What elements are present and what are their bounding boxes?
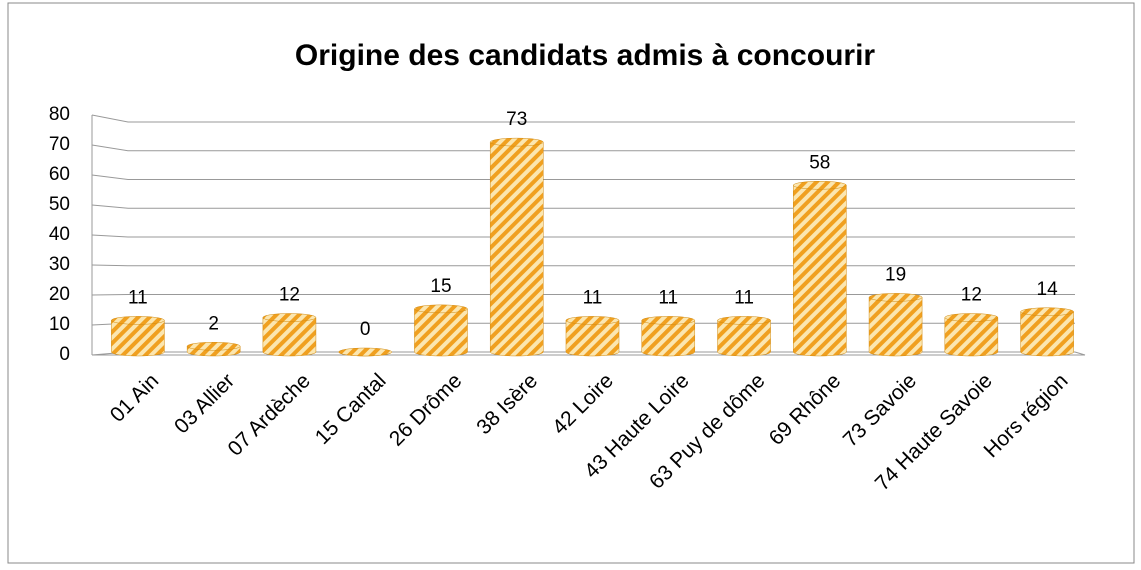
bar — [868, 293, 923, 357]
bar-part — [641, 316, 696, 325]
bar — [111, 316, 165, 357]
value-label: 11 — [128, 287, 148, 308]
value-label: 0 — [360, 319, 371, 340]
chart-border — [7, 2, 1135, 564]
bar-part — [111, 316, 165, 325]
bar-part — [717, 320, 771, 357]
bar-part — [717, 316, 771, 325]
bar-part — [186, 342, 241, 351]
value-label: 12 — [279, 285, 300, 306]
bar — [262, 313, 317, 357]
grid-line — [91, 294, 1075, 296]
bar — [944, 313, 999, 357]
y-tick-label: 40 — [49, 224, 70, 245]
bar-part — [565, 320, 620, 357]
bar-part — [489, 141, 544, 357]
bar-part — [1020, 311, 1074, 357]
grid-line — [91, 174, 1075, 180]
bar-part — [565, 316, 620, 325]
bar — [793, 181, 847, 357]
bar-part — [489, 137, 544, 147]
y-tick-label: 70 — [49, 134, 70, 155]
bar-part — [111, 320, 165, 357]
bar — [414, 304, 468, 357]
value-label: 58 — [809, 152, 830, 173]
chart-title: Origine des candidats admis à concourir — [295, 39, 875, 72]
bar — [338, 347, 392, 357]
bar — [1020, 307, 1074, 357]
y-tick-label: 0 — [59, 344, 70, 365]
value-label: 19 — [885, 264, 906, 285]
grid-line — [91, 204, 1075, 209]
bar — [186, 342, 241, 357]
y-tick-label: 10 — [49, 314, 70, 335]
bar-part — [1020, 307, 1074, 316]
bar-part — [338, 347, 392, 357]
grid-line — [91, 234, 1075, 238]
y-tick-label: 50 — [49, 194, 70, 215]
bar — [717, 316, 771, 357]
value-label: 15 — [430, 276, 451, 297]
value-label: 2 — [208, 313, 219, 334]
bar — [489, 137, 544, 357]
y-tick-label: 60 — [49, 164, 70, 185]
bar-part — [262, 317, 317, 357]
grid-line — [91, 144, 1075, 152]
value-label: 73 — [506, 109, 527, 130]
value-label: 11 — [583, 287, 603, 308]
bar — [641, 316, 696, 357]
y-tick-label: 20 — [49, 284, 70, 305]
bar-part — [414, 308, 468, 357]
bar-part — [793, 185, 847, 357]
y-tick-label: 30 — [49, 254, 70, 275]
y-tick-label: 80 — [49, 104, 70, 125]
bar-part — [793, 181, 847, 190]
bar-part — [641, 320, 696, 357]
bar-part — [944, 317, 999, 357]
bar — [565, 316, 620, 357]
value-label: 11 — [734, 287, 754, 308]
value-label: 14 — [1037, 279, 1059, 300]
bar-part — [944, 313, 999, 322]
bar-part — [868, 297, 923, 357]
value-label: 12 — [961, 285, 982, 306]
bar-part — [262, 313, 317, 322]
bar-part — [414, 304, 468, 314]
grid-line — [91, 264, 1075, 267]
value-label: 11 — [658, 287, 678, 308]
bar-part — [868, 293, 923, 302]
grid-line — [91, 114, 1075, 123]
